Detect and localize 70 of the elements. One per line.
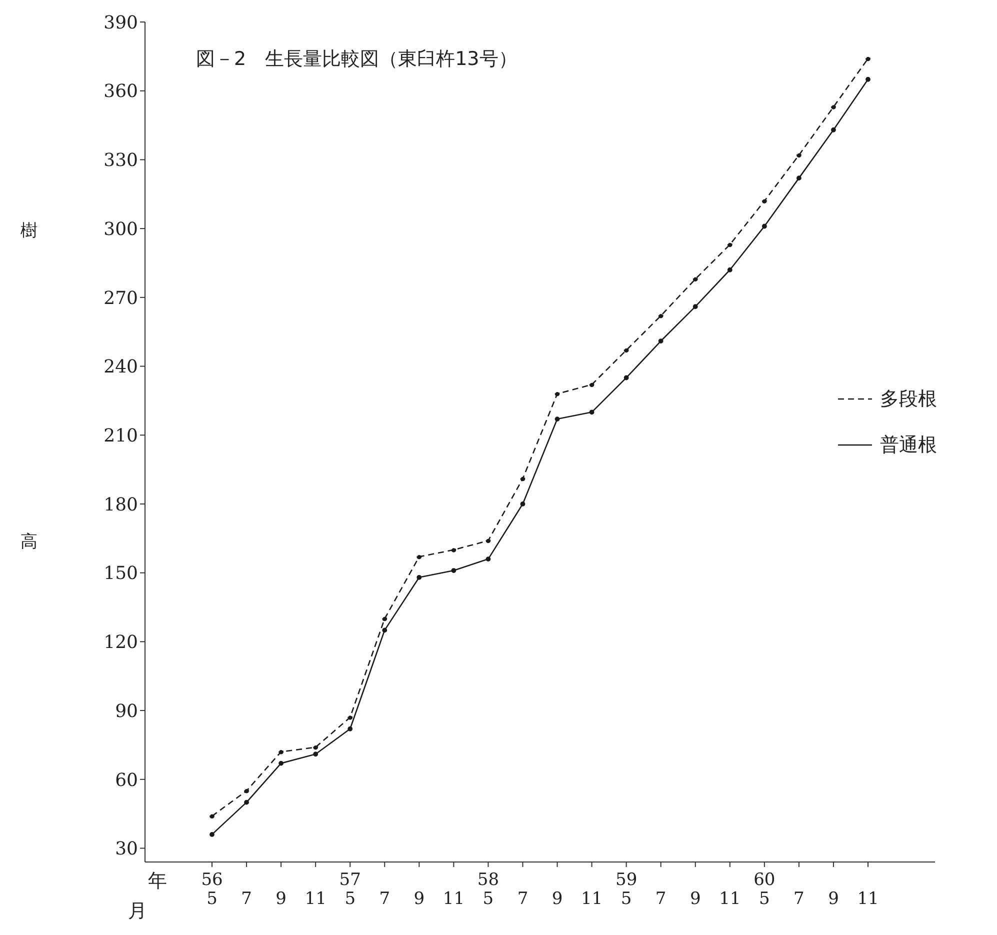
point: [278, 760, 284, 766]
x-tick-label: 9: [414, 889, 425, 909]
point: [796, 152, 802, 158]
point: [313, 752, 318, 757]
y-tick-label: 300: [104, 218, 138, 240]
point: [382, 616, 388, 622]
point: [348, 726, 353, 732]
text: 図－2 生長量比較図（東臼杵13号）: [196, 47, 518, 72]
y-tick-label: 240: [104, 356, 138, 378]
text: 月: [128, 899, 147, 924]
y-tick-label: 390: [104, 12, 138, 34]
x-tick-label: 7: [794, 889, 804, 909]
y-tick-label: 150: [104, 563, 138, 584]
text: 年: [148, 869, 167, 894]
x-tick-label: 11: [442, 889, 465, 909]
point: [658, 338, 664, 344]
x-tick-label: 7: [379, 889, 390, 909]
x-tick-label: 57 5: [339, 870, 361, 909]
y-tick-label: 90: [115, 700, 138, 722]
point: [727, 242, 732, 248]
x-tick-label: 56 5: [201, 870, 223, 909]
point: [486, 538, 491, 544]
x-tick-label: 60 5: [754, 870, 776, 909]
x-tick-label: 9: [552, 889, 563, 909]
x-tick-label: 11: [580, 889, 603, 909]
point: [486, 556, 491, 562]
point: [210, 832, 214, 837]
point: [589, 410, 594, 415]
y-tick-label: 330: [104, 150, 138, 172]
x-tick-label: 58 5: [477, 870, 500, 909]
point: [210, 814, 214, 819]
point: [624, 348, 629, 353]
point: [520, 502, 526, 506]
x-tick-label: 7: [241, 889, 252, 909]
point: [416, 574, 422, 580]
point: [382, 628, 388, 633]
x-tick-label: 11: [304, 889, 326, 909]
x-tick-label: 9: [690, 889, 701, 909]
point: [624, 375, 629, 380]
y-tick-label: 210: [104, 426, 138, 447]
point: [692, 304, 698, 310]
x-tick-label: 7: [655, 889, 666, 909]
point: [554, 416, 560, 422]
y-tick-label: 270: [104, 288, 138, 309]
y-tick-label: 180: [104, 494, 138, 516]
point: [866, 56, 870, 62]
y-tick-label: 60: [115, 770, 138, 791]
x-tick-label: 59 5: [615, 870, 638, 909]
point: [451, 568, 456, 573]
x-tick-label: 11: [857, 889, 879, 909]
point: [692, 276, 698, 282]
x-tick-label: 9: [276, 889, 286, 909]
point: [796, 176, 802, 181]
y-tick-label: 120: [104, 632, 138, 654]
x-tick-label: 9: [828, 889, 839, 909]
legend-label: 多段根: [880, 387, 937, 412]
point: [727, 267, 732, 272]
point: [831, 127, 836, 132]
x-tick-label: 7: [517, 889, 528, 909]
point: [762, 198, 767, 204]
point: [762, 224, 767, 229]
y-tick-label: 30: [115, 838, 138, 860]
legend-label: 普通根: [880, 433, 937, 458]
y-axis-title: 樹高: [18, 208, 40, 828]
y-tick-label: 360: [104, 81, 138, 102]
point: [866, 76, 870, 82]
x-tick-label: 11: [719, 889, 741, 909]
point: [589, 382, 594, 388]
point: [520, 476, 526, 482]
point: [244, 800, 249, 805]
